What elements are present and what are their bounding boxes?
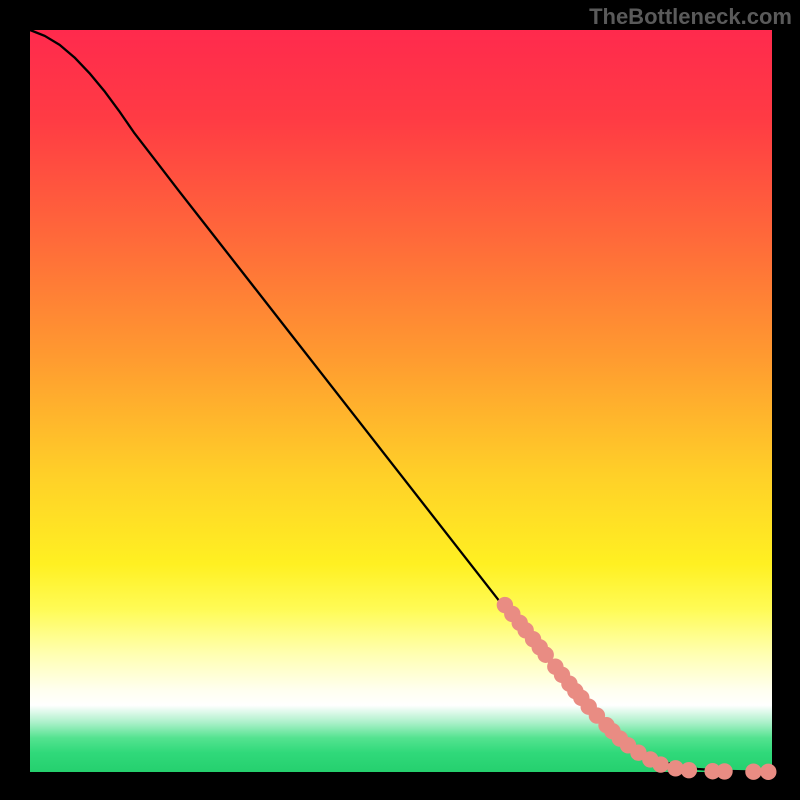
chart-frame: TheBottleneck.com xyxy=(0,0,800,800)
data-marker xyxy=(760,764,776,780)
data-marker xyxy=(745,764,761,780)
chart-overlay xyxy=(0,0,800,800)
marker-group xyxy=(497,597,777,780)
bottleneck-curve xyxy=(30,30,772,772)
data-marker xyxy=(653,756,669,772)
data-marker xyxy=(681,762,697,778)
data-marker xyxy=(716,763,732,779)
attribution-text: TheBottleneck.com xyxy=(589,4,792,30)
